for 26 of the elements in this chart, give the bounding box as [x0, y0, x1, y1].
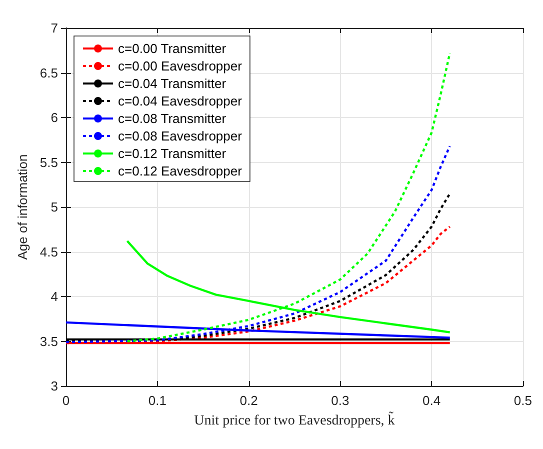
- x-tick-label: 0.2: [240, 393, 258, 408]
- x-tick-label: 0.5: [514, 393, 532, 408]
- y-tick-label: 6.5: [40, 65, 58, 80]
- y-tick-label: 4: [50, 289, 58, 304]
- legend-label: c=0.00 Transmitter: [118, 41, 227, 56]
- y-tick-label: 3.5: [40, 334, 58, 349]
- line-series: [64, 145, 451, 344]
- x-tick-label: 0.3: [331, 393, 350, 408]
- y-tick-label: 5: [50, 200, 58, 214]
- y-tick-label: 3: [50, 378, 58, 394]
- x-tick-label: 0: [62, 393, 70, 408]
- legend-label: c=0.12 Transmitter: [118, 146, 227, 161]
- legend-label: c=0.08 Eavesdropper: [118, 128, 243, 144]
- y-tick-label: 7: [50, 20, 58, 36]
- y-tick-label: 6: [50, 110, 58, 125]
- x-axis-title: Unit price for two Eavesdroppers, k̃: [194, 411, 395, 428]
- x-tick-label: 0.4: [422, 393, 441, 408]
- legend-label: c=0.04 Transmitter: [118, 76, 227, 91]
- legend-label: c=0.04 Eavesdropper: [118, 94, 243, 108]
- legend-label: c=0.08 Transmitter: [118, 111, 227, 126]
- y-tick-label: 4.5: [40, 244, 58, 260]
- y-tick-label: 5.5: [40, 154, 58, 170]
- legend-label: c=0.12 Eavesdropper: [118, 164, 243, 178]
- y-axis-title: Age of information: [15, 154, 30, 260]
- legend-label: c=0.00 Eavesdropper: [118, 58, 243, 74]
- x-tick-label: 0.1: [148, 393, 166, 408]
